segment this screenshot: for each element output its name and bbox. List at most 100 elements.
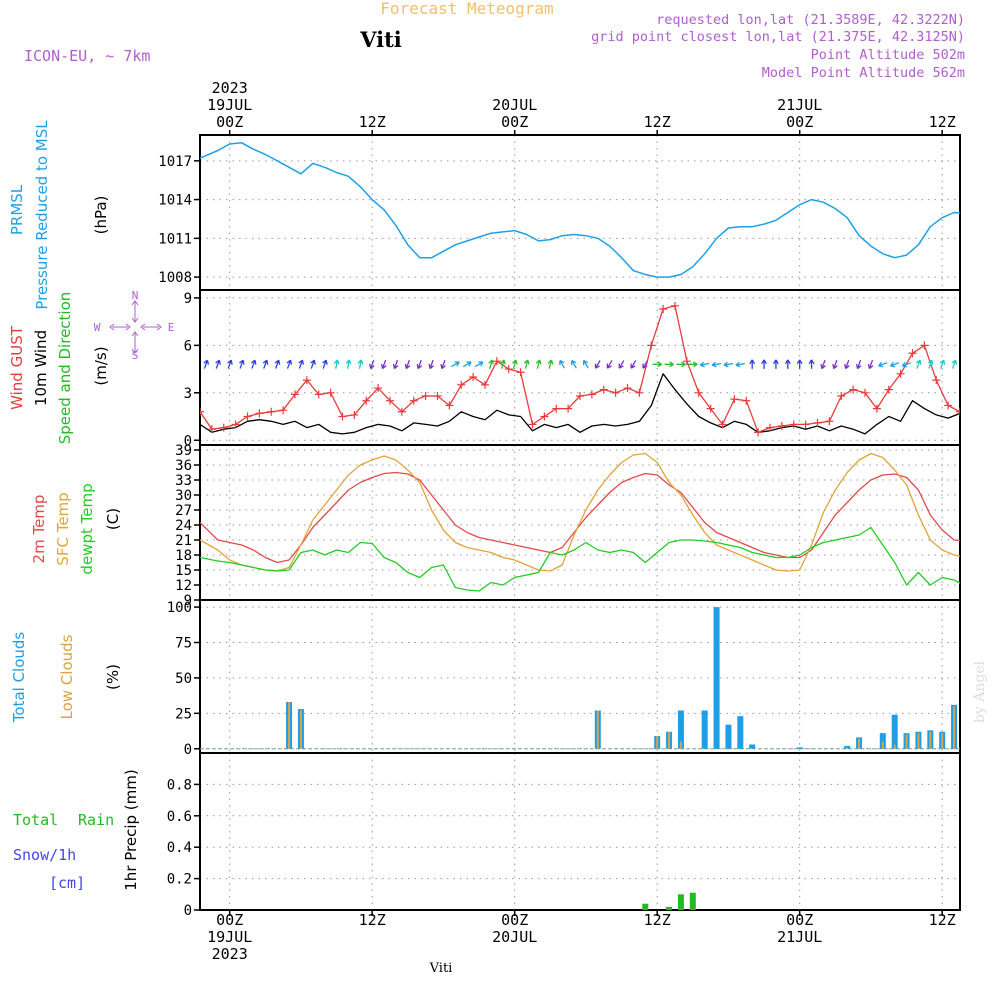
gust-marker bbox=[504, 365, 513, 374]
wind-direction-arrow bbox=[451, 361, 460, 368]
gust-marker bbox=[777, 422, 786, 431]
gust-marker bbox=[623, 384, 632, 393]
gust-marker bbox=[742, 396, 751, 405]
gust-marker bbox=[540, 412, 549, 421]
ytick-label: 1017 bbox=[158, 154, 192, 170]
gust-marker bbox=[267, 407, 276, 416]
precip-bars bbox=[642, 892, 696, 910]
wind-direction-arrow bbox=[820, 359, 826, 370]
wind-label-10m: 10m Wind bbox=[32, 330, 50, 406]
pressure-series bbox=[200, 142, 960, 278]
wind-direction-arrow bbox=[951, 359, 958, 369]
time-label: 12Z bbox=[644, 911, 671, 929]
total-cloud-bar bbox=[701, 710, 708, 749]
panel-labels: PRMSL Pressure Reduced to MSL (hPa) Wind… bbox=[8, 120, 140, 892]
wind-direction-arrow bbox=[462, 361, 472, 368]
time-label: 12Z bbox=[929, 911, 956, 929]
gust-marker bbox=[200, 407, 204, 416]
gust-marker bbox=[433, 391, 442, 400]
model-altitude: Model Point Altitude 562m bbox=[762, 65, 965, 81]
time-label: 2023 bbox=[212, 79, 248, 97]
rain-bar bbox=[642, 903, 649, 910]
wind-label-direction: Speed and Direction bbox=[56, 292, 74, 445]
ytick-label: 3 bbox=[184, 386, 192, 402]
total-cloud-bar bbox=[891, 714, 898, 749]
wind-direction-arrow bbox=[345, 359, 352, 369]
gust-marker bbox=[409, 396, 418, 405]
ytick-label: 0 bbox=[184, 742, 192, 758]
panel-frame bbox=[199, 599, 961, 754]
low-cloud-bar bbox=[965, 729, 967, 749]
gust-marker bbox=[706, 404, 715, 413]
gust-marker bbox=[362, 396, 371, 405]
wind-direction-arrow bbox=[474, 361, 484, 368]
low-cloud-bar bbox=[299, 710, 302, 749]
wind-direction-arrow bbox=[808, 359, 815, 369]
compass-east: E bbox=[168, 321, 175, 334]
ytick-label: 9 bbox=[184, 593, 192, 609]
wind-direction-arrow bbox=[500, 359, 506, 369]
gust-marker bbox=[718, 420, 727, 429]
ytick-label: 36 bbox=[175, 458, 192, 474]
gust-marker bbox=[457, 380, 466, 389]
ytick-label: 0.2 bbox=[167, 872, 192, 888]
time-label: 12Z bbox=[359, 911, 386, 929]
wind-direction-arrow bbox=[559, 359, 566, 369]
gust-marker bbox=[528, 420, 537, 429]
gust-marker bbox=[576, 391, 584, 400]
wind-direction-arrow bbox=[488, 359, 495, 369]
gust-marker bbox=[801, 420, 810, 429]
ytick-label: 0.8 bbox=[167, 777, 192, 793]
wind-direction-arrow bbox=[392, 359, 399, 370]
gust-marker bbox=[932, 376, 941, 385]
precip-label-unit: 1hr Precip (mm) bbox=[122, 769, 140, 890]
cloud-label-total: Total Clouds bbox=[10, 632, 28, 724]
rain-bar bbox=[666, 906, 673, 910]
total-cloud-bar bbox=[725, 724, 732, 749]
precip-label-rain: Rain bbox=[78, 811, 114, 829]
gust-marker bbox=[766, 423, 774, 432]
precip-label-cm: [cm] bbox=[49, 874, 85, 892]
pressure-panel: 1008 1011 1014 1017 bbox=[158, 134, 961, 291]
wind-direction-arrow bbox=[664, 361, 674, 368]
wind-direction-arrow bbox=[523, 359, 530, 369]
gust-marker bbox=[956, 407, 960, 416]
low-cloud-bar bbox=[881, 741, 884, 749]
wind-compass: N W E S bbox=[94, 289, 175, 362]
gust-marker bbox=[659, 304, 668, 313]
pressure-label-prmsl: PRMSL bbox=[8, 184, 26, 235]
low-cloud-bar bbox=[858, 738, 861, 749]
wind-direction-arrow bbox=[761, 359, 768, 369]
ytick-label: 27 bbox=[175, 503, 192, 519]
temp-label-unit: (C) bbox=[104, 508, 122, 530]
wind-direction-arrow bbox=[855, 359, 862, 370]
wind-direction-arrow bbox=[867, 359, 874, 370]
wind-direction-arrow bbox=[749, 359, 756, 369]
wind-direction-arrow bbox=[428, 359, 435, 370]
time-label: 12Z bbox=[929, 113, 956, 131]
time-label: 00Z bbox=[216, 113, 243, 131]
wind-label-unit: (m/s) bbox=[92, 346, 110, 385]
ytick-label: 1008 bbox=[158, 270, 192, 286]
total-cloud-bar bbox=[796, 747, 803, 749]
ytick-label: 39 bbox=[175, 443, 192, 459]
wind-direction-arrow bbox=[380, 359, 387, 370]
watermark: by Angel bbox=[972, 660, 988, 723]
gust-marker bbox=[492, 357, 501, 366]
time-label: 2023 bbox=[212, 945, 248, 963]
wind-direction-arrow bbox=[298, 359, 305, 369]
wind-direction-arrow bbox=[239, 359, 245, 369]
total-cloud-bar bbox=[737, 716, 744, 749]
wind-direction-arrow bbox=[901, 361, 912, 368]
compass-horizontal-arrows bbox=[109, 323, 162, 331]
gust-marker bbox=[481, 380, 489, 389]
ytick-label: 75 bbox=[175, 636, 192, 652]
temp-label-dew: dewpt Temp bbox=[78, 483, 96, 574]
gust-marker bbox=[884, 385, 893, 394]
low-cloud-bar bbox=[846, 747, 849, 749]
ytick-label: 100 bbox=[167, 600, 192, 616]
wind-direction-arrow bbox=[915, 359, 922, 369]
ytick-label: 0 bbox=[184, 433, 192, 449]
